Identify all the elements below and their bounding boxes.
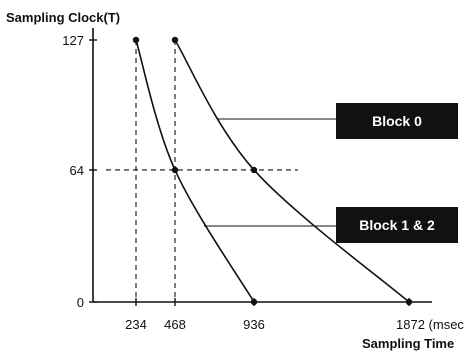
y-axis-title: Sampling Clock(T) [6,10,121,25]
data-point-block-0 [405,298,413,306]
data-point-block-1-2 [250,298,258,306]
guide-lines [106,40,298,302]
x-tick-label: 1872 (msec [396,317,464,332]
axes [89,28,432,306]
x-tick-label: 468 [164,317,186,332]
x-tick-label: 936 [243,317,265,332]
tick-labels: 0 64 127 234 468 936 1872 (msec [62,33,464,332]
y-tick-label: 127 [62,33,84,48]
data-point-block-0 [171,36,179,44]
callout-block-0: Block 0 [336,103,458,139]
callout-block-1-2: Block 1 & 2 [336,207,458,243]
x-axis-title: Sampling Time [362,336,455,351]
data-point-block-1-2 [132,36,140,44]
y-tick-label: 0 [77,295,84,310]
series-layer [132,36,413,306]
x-tick-label: 234 [125,317,147,332]
data-point-block-0 [250,166,258,174]
data-point-block-1-2 [171,166,179,174]
series-line-block-0 [174,39,410,303]
y-tick-label: 64 [70,163,84,178]
